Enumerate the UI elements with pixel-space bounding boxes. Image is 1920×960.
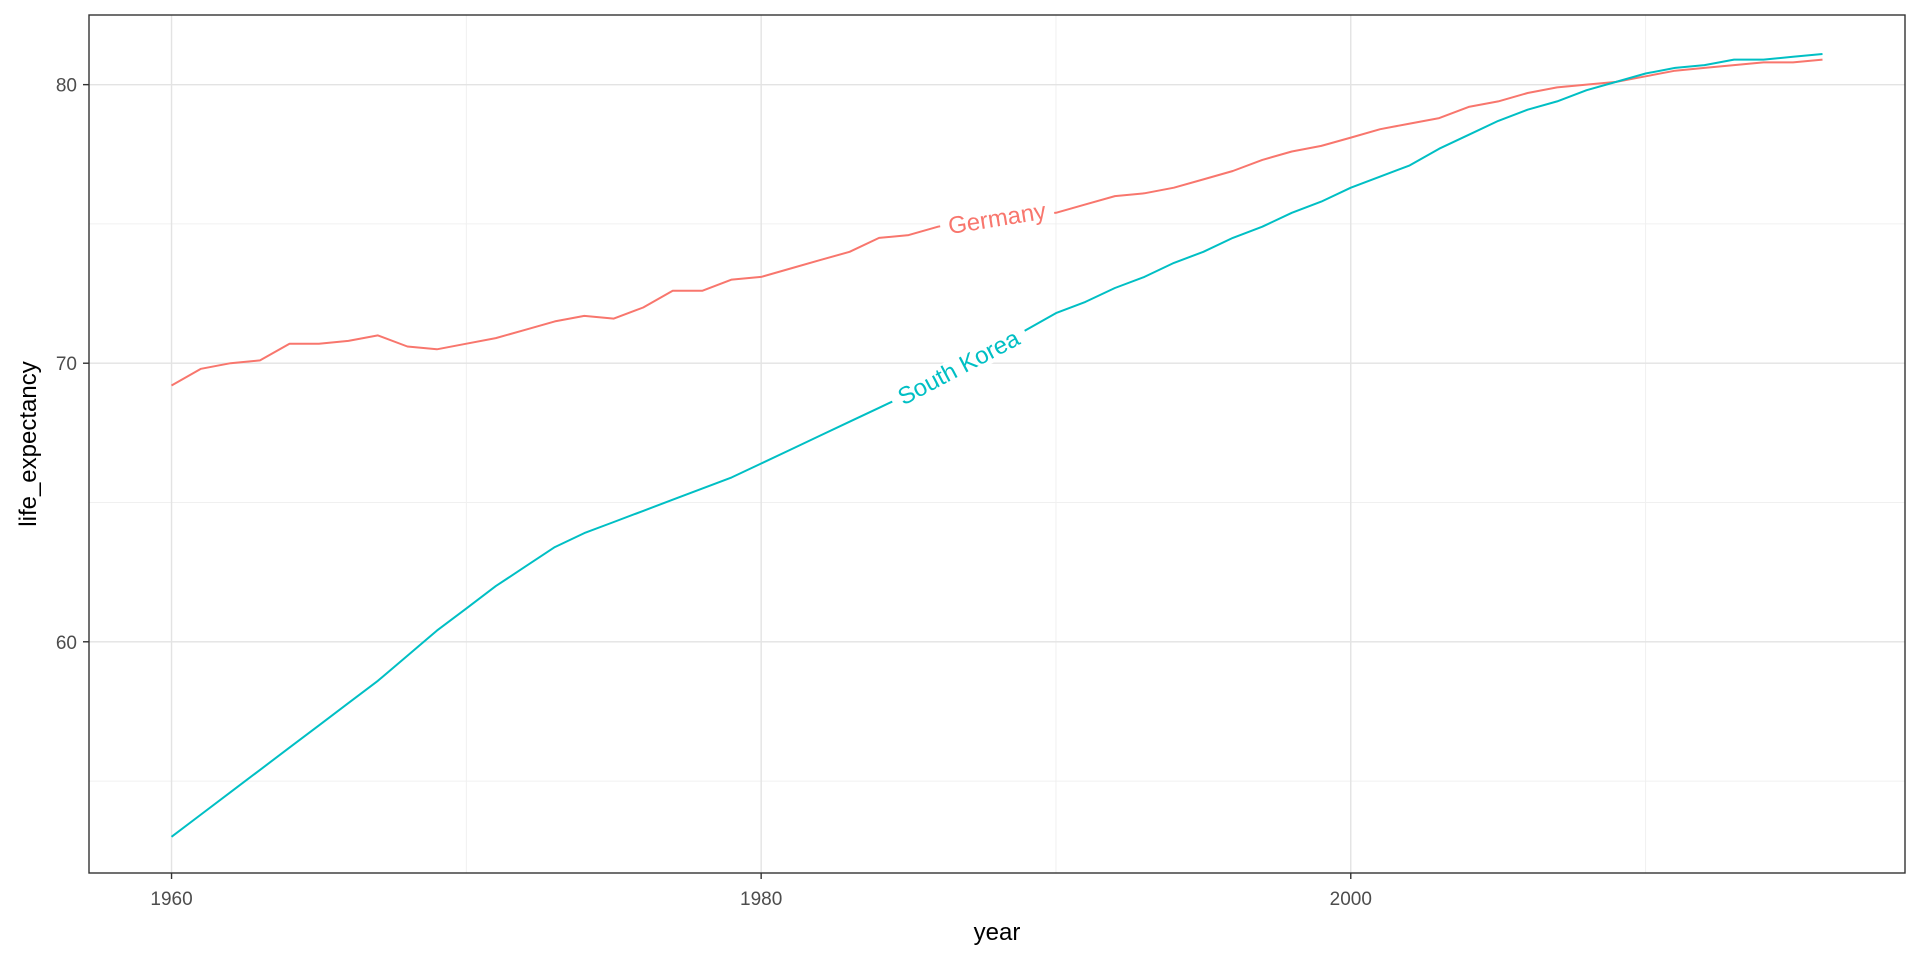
y-tick-label: 70 — [56, 354, 77, 375]
plot-border — [88, 14, 1906, 874]
major-gridlines — [89, 15, 1905, 873]
series-label-background — [938, 198, 1056, 240]
x-tick-label: 1960 — [150, 889, 192, 910]
y-axis: 60 70 80 — [56, 76, 89, 654]
y-axis-title: life_expectancy — [15, 361, 42, 526]
y-tick-label: 80 — [56, 76, 77, 97]
x-tick-label: 1980 — [740, 889, 782, 910]
x-axis: 1960 1980 2000 — [150, 873, 1372, 910]
x-tick-label: 2000 — [1330, 889, 1372, 910]
series-label-background — [887, 322, 1031, 413]
x-axis-title: year — [974, 919, 1021, 946]
y-tick-label: 60 — [56, 633, 77, 654]
plot-background — [89, 15, 1905, 873]
